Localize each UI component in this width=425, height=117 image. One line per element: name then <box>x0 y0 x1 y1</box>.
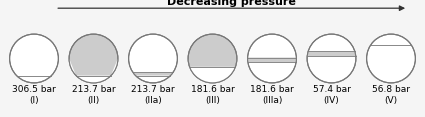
Text: Decreasing pressure: Decreasing pressure <box>167 0 296 7</box>
Text: 57.4 bar
(IV): 57.4 bar (IV) <box>312 85 351 105</box>
Polygon shape <box>69 58 118 83</box>
Polygon shape <box>188 58 237 83</box>
Text: 181.6 bar
(III): 181.6 bar (III) <box>191 85 234 105</box>
Text: 56.8 bar
(V): 56.8 bar (V) <box>372 85 410 105</box>
Polygon shape <box>248 58 296 62</box>
Ellipse shape <box>188 34 237 83</box>
Polygon shape <box>307 51 356 56</box>
Text: 213.7 bar
(II): 213.7 bar (II) <box>72 85 115 105</box>
Ellipse shape <box>307 34 356 83</box>
Ellipse shape <box>69 34 118 83</box>
Ellipse shape <box>10 34 58 83</box>
Ellipse shape <box>367 34 415 83</box>
Text: 181.6 bar
(IIIa): 181.6 bar (IIIa) <box>250 85 294 105</box>
Text: 306.5 bar
(I): 306.5 bar (I) <box>12 85 56 105</box>
Polygon shape <box>133 72 173 76</box>
Ellipse shape <box>129 34 177 83</box>
Text: 213.7 bar
(IIa): 213.7 bar (IIa) <box>131 85 175 105</box>
Ellipse shape <box>248 34 296 83</box>
